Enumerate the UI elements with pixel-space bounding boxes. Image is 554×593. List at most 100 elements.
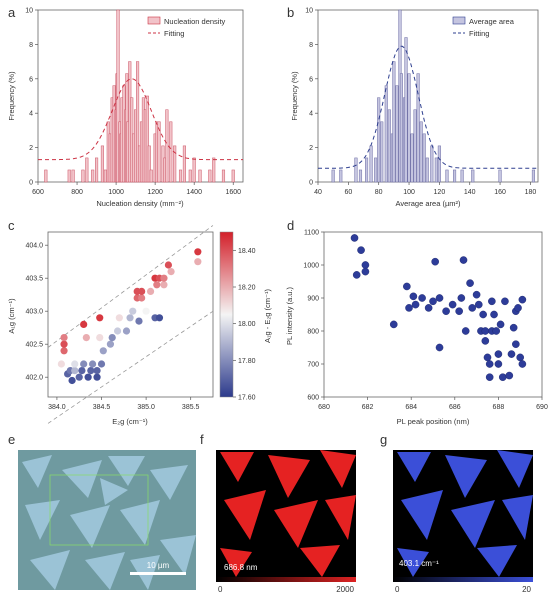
hist-b-y-tick-label: 0 (309, 180, 313, 187)
colorbar-tick-label: 17.60 (238, 395, 256, 402)
pl-scatter: 680 682 684 686 688 690 600 700 800 900 1000 1100 P… (285, 230, 548, 427)
scatter-point-d (488, 297, 496, 306)
hist-b-bar (419, 121, 423, 183)
hist-b-bar (384, 85, 388, 183)
optical-micrograph: 10 µm (18, 450, 196, 590)
scatter-point-c (78, 367, 86, 375)
raman-map-triangles (397, 450, 533, 577)
fit-curve-a (38, 78, 243, 161)
scatter-point-d (485, 373, 494, 382)
guide-line (48, 225, 213, 347)
scatter-point-d (494, 350, 503, 358)
scatter-point-c (97, 360, 106, 368)
scatter-point-c (106, 340, 115, 348)
hist-b-bar (498, 169, 502, 183)
scatter-point-d (405, 304, 413, 312)
hist-a-y-tick-label: 2 (29, 145, 33, 152)
colorbar-tick-label: 17.80 (238, 358, 256, 365)
hist-b-bar (460, 169, 464, 183)
hist-b-y-tick-label: 2 (309, 145, 313, 152)
scatter-point-d (498, 373, 507, 382)
raman-map-scale-min: 0 (395, 585, 400, 593)
scatter-point-c (155, 314, 164, 322)
scatter-point-c (60, 340, 68, 348)
scatter-point-c (115, 314, 123, 322)
panel-label-b: b (287, 5, 295, 20)
legend-a: Nucleation density Fitting (147, 16, 226, 38)
hist-a-bar (44, 169, 48, 183)
hist-a-bar (208, 169, 212, 183)
x-axis-label-c: E₂g (cm⁻¹) (112, 417, 148, 426)
x-axis-label-b: Average area (µm²) (395, 199, 461, 208)
hist-a-bar (71, 169, 75, 183)
scatter-point-c (80, 320, 88, 328)
raman-map-value-label: 403.1 cm⁻¹ (399, 559, 439, 568)
hist-a-x-tick-label: 1400 (186, 189, 202, 196)
hist-b-y-tick-label: 10 (305, 8, 313, 15)
scatter-point-c (93, 373, 101, 381)
scatter-point-c (142, 307, 150, 315)
scatter-point-d (479, 310, 487, 319)
scatter-d-x-tick-label: 682 (362, 404, 374, 411)
hist-b-bar (339, 169, 343, 183)
pl-map-scale-max: 2000 (336, 585, 354, 593)
scatter-point-d (483, 353, 492, 362)
scale-bar-label: 10 µm (147, 561, 170, 570)
hist-a-x-tick-label: 1200 (147, 189, 163, 196)
hist-b-x-tick-label: 100 (403, 189, 415, 196)
hist-a-bar (221, 169, 226, 183)
raman-map: 403.1 cm⁻¹ 0 20 (393, 450, 533, 593)
scatter-point-d (429, 297, 437, 306)
scatter-point-c (80, 360, 88, 368)
scatter-c-x-tick-label: 385.5 (182, 404, 200, 411)
hist-b-y-tick-label: 4 (309, 111, 313, 118)
y-axis-label-a: Frequency (%) (7, 71, 16, 121)
scatter-point-d (518, 295, 527, 304)
scatter-c-y-tick-label: 403.0 (25, 309, 43, 316)
scatter-point-d (492, 327, 501, 335)
hist-a-bar (198, 169, 202, 183)
hist-a-y-tick-label: 4 (29, 111, 33, 118)
hist-a-x-tick-label: 1600 (225, 189, 241, 196)
scatter-point-c (93, 367, 101, 375)
scatter-point-d (442, 307, 450, 316)
hist-b-bar (331, 169, 335, 183)
scatter-c-x-tick-label: 384.0 (48, 404, 66, 411)
hist-b-x-tick-label: 120 (434, 189, 446, 196)
hist-b-x-tick-label: 40 (314, 189, 322, 196)
hist-b-bar (416, 73, 420, 183)
hist-b-bar (395, 85, 399, 183)
plot-frame-b (317, 9, 539, 183)
scatter-d-x-tick-label: 680 (318, 404, 330, 411)
pl-map: 686.8 nm 0 2000 (216, 450, 356, 593)
panel-label-e: e (8, 432, 16, 447)
guide-line (48, 311, 213, 423)
scatter-point-c (146, 287, 155, 295)
hist-a-bar (81, 169, 85, 183)
scatter-point-d (512, 340, 520, 349)
hist-a-bar (136, 61, 140, 183)
colorbar-tick-label: 18.00 (238, 321, 256, 328)
hist-a-bar (178, 169, 183, 183)
hist-a-bar (192, 157, 196, 183)
scatter-point-d (496, 320, 505, 329)
scatter-point-c (96, 314, 104, 322)
scatter-point-d (490, 310, 498, 319)
scatter-point-c (138, 287, 146, 295)
hist-a-bar (95, 157, 99, 183)
legend-swatch-bar-a (147, 16, 161, 25)
scatter-point-c (99, 347, 107, 355)
scatter-point-d (459, 256, 468, 264)
hist-b-bar (369, 145, 373, 183)
scatter-point-c (57, 360, 65, 368)
optical-triangles (22, 455, 196, 590)
scatter-point-d (474, 300, 483, 309)
legend-label-fit-a: Fitting (164, 29, 184, 38)
hist-b-bar (422, 133, 426, 183)
scatter-point-c (167, 268, 175, 276)
scatter-point-d (361, 261, 370, 269)
scatter-point-c (135, 317, 143, 325)
hist-a-bar (173, 145, 177, 183)
hist-b-bar (471, 169, 475, 183)
